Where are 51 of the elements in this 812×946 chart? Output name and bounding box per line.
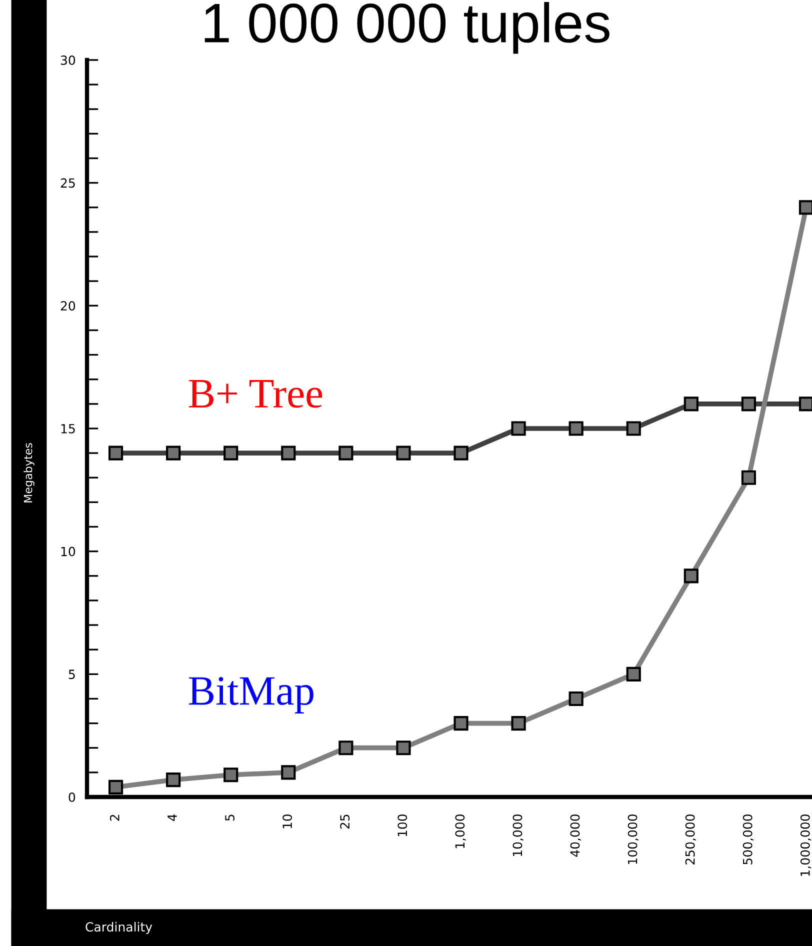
series-label: B+ Tree xyxy=(188,380,322,408)
point xyxy=(798,396,812,412)
point xyxy=(166,772,181,788)
point xyxy=(166,446,181,460)
point xyxy=(511,716,526,731)
point xyxy=(626,421,641,436)
y-axis-title: Megabytes xyxy=(24,443,34,502)
series-label: BitMap xyxy=(188,677,314,714)
x-tick-label: 500,000 xyxy=(742,814,754,864)
x-tick-label: 250,000 xyxy=(685,814,696,864)
x-tick-label: 5 xyxy=(225,814,234,821)
point xyxy=(224,768,238,782)
x-tick-label: 100 xyxy=(398,814,408,836)
point xyxy=(741,396,756,412)
x-tick-label: 2 xyxy=(110,814,120,821)
x-tick-label: 100,000 xyxy=(628,814,639,864)
y-tick-label: 15 xyxy=(61,424,75,434)
point xyxy=(396,740,411,756)
point xyxy=(338,446,354,460)
point xyxy=(684,396,698,412)
point xyxy=(684,568,698,584)
x-tick-label: 25 xyxy=(340,814,350,829)
point xyxy=(338,740,354,756)
point xyxy=(568,421,584,436)
y-tick-label: 10 xyxy=(61,546,76,556)
point xyxy=(798,200,812,215)
y-tick-label: 5 xyxy=(68,670,75,680)
x-axis-title: Cardinality xyxy=(86,922,152,934)
point xyxy=(281,446,296,460)
point xyxy=(454,716,468,731)
x-tick-label: 10,000 xyxy=(512,814,524,856)
x-tick-label: 1,000 xyxy=(455,814,466,848)
y-tick-label: 20 xyxy=(60,301,76,311)
x-tick-label: 1,000,000 xyxy=(800,814,812,876)
x-tick-label: 40,000 xyxy=(570,814,581,857)
point xyxy=(568,691,584,706)
point xyxy=(741,470,756,485)
point xyxy=(108,446,124,460)
point xyxy=(108,780,124,794)
y-tick-label: 25 xyxy=(60,178,75,188)
point xyxy=(626,666,641,682)
point xyxy=(396,446,411,460)
y-tick-label: 0 xyxy=(68,792,76,802)
chart-title: 1 000 000 tuples xyxy=(204,2,610,54)
x-tick-label: 4 xyxy=(168,814,177,822)
point xyxy=(224,446,238,460)
y-tick-label: 30 xyxy=(60,55,76,65)
point xyxy=(511,421,526,436)
point xyxy=(281,765,296,780)
x-tick-label: 10 xyxy=(282,814,292,828)
point xyxy=(454,446,468,460)
